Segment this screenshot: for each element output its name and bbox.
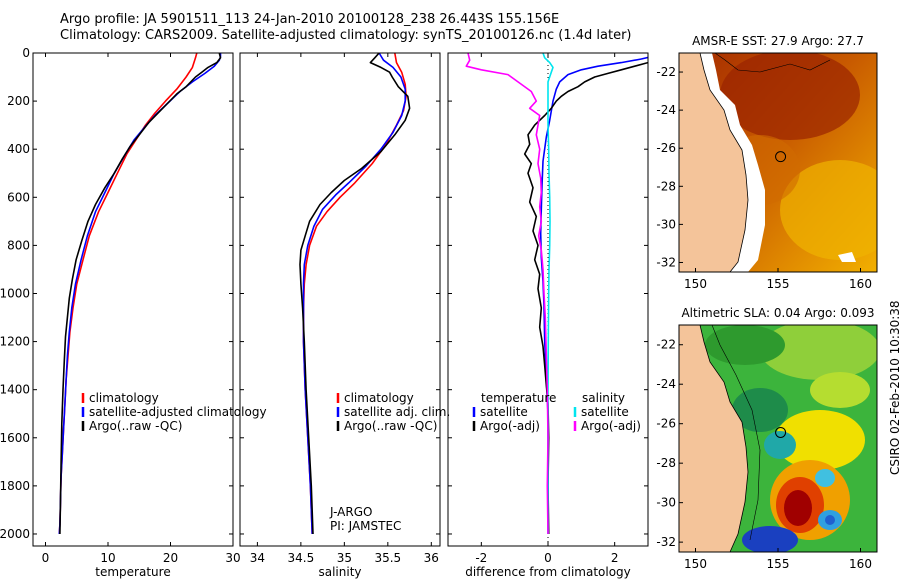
temperature-xtick-label: 20 bbox=[163, 551, 178, 565]
difference-series-temperature-argo-adj- bbox=[523, 61, 648, 535]
annotation-program: J-ARGO bbox=[329, 505, 372, 519]
sla-map bbox=[679, 325, 877, 552]
difference-temperature-legend-label: Argo(-adj) bbox=[480, 419, 540, 433]
sla_map-xtick-label: 150 bbox=[684, 557, 707, 571]
difference-series-temperature-satellite bbox=[539, 56, 648, 534]
depth-tick-label: 1000 bbox=[0, 286, 30, 300]
temperature-legend-label: climatology bbox=[89, 391, 159, 405]
salinity-xtick-label: 36 bbox=[424, 551, 439, 565]
sla_map-xtick-label: 155 bbox=[767, 557, 790, 571]
difference-xtick-label: 2 bbox=[611, 551, 619, 565]
sst_map-xtick-label: 150 bbox=[684, 277, 707, 291]
temperature-xtick-label: 0 bbox=[42, 551, 50, 565]
sst_map-title: AMSR-E SST: 27.9 Argo: 27.7 bbox=[692, 34, 864, 48]
depth-tick-label: 2000 bbox=[0, 527, 30, 541]
salinity-xtick-label: 35 bbox=[337, 551, 352, 565]
temperature-plot-area bbox=[58, 53, 222, 535]
sst_map-ytick-label: -30 bbox=[656, 217, 676, 231]
salinity-xtick-label: 34 bbox=[250, 551, 265, 565]
sst_map-xtick-label: 160 bbox=[849, 277, 872, 291]
depth-tick-label: 800 bbox=[7, 238, 30, 252]
temperature-legend-label: satellite-adjusted climatology bbox=[89, 405, 267, 419]
annotation-pi: PI: JAMSTEC bbox=[330, 519, 401, 533]
sla_map-xtick-label: 160 bbox=[849, 557, 872, 571]
temperature-frame bbox=[32, 52, 234, 547]
depth-tick-label: 400 bbox=[7, 142, 30, 156]
sla_map-ytick-label: -32 bbox=[656, 535, 676, 549]
temperature-xtick-label: 10 bbox=[100, 551, 115, 565]
sst_map-ytick-label: -26 bbox=[656, 141, 676, 155]
depth-tick-label: 1600 bbox=[0, 431, 30, 445]
salinity-axis-label: salinity bbox=[318, 565, 361, 579]
temperature-xtick-label: 30 bbox=[225, 551, 240, 565]
salinity-legend-label: Argo(..raw -QC) bbox=[344, 419, 437, 433]
difference-xtick-label: 0 bbox=[544, 551, 552, 565]
sla_map-title: Altimetric SLA: 0.04 Argo: 0.093 bbox=[681, 306, 874, 320]
sst_map-xtick-label: 155 bbox=[767, 277, 790, 291]
salinity-series-argo-raw-qc- bbox=[299, 53, 411, 535]
sst_map-ytick-label: -32 bbox=[656, 255, 676, 269]
salinity-legend-label: climatology bbox=[344, 391, 414, 405]
salinity-xtick-label: 35.5 bbox=[374, 551, 401, 565]
difference-series-salinity-satellite bbox=[542, 53, 554, 534]
difference-salinity-legend-label: Argo(-adj) bbox=[581, 419, 641, 433]
difference-xtick-label: -2 bbox=[475, 551, 487, 565]
sla_map-ytick-label: -22 bbox=[656, 338, 676, 352]
salinity-plot-area bbox=[299, 53, 411, 535]
depth-tick-label: 600 bbox=[7, 190, 30, 204]
salinity-series-satellite-adj-clim- bbox=[302, 53, 407, 535]
temperature-legend-label: Argo(..raw -QC) bbox=[89, 419, 182, 433]
sla_map-ytick-label: -26 bbox=[656, 417, 676, 431]
sst-map bbox=[679, 53, 877, 272]
temperature-series-argo-raw-qc- bbox=[59, 53, 222, 535]
difference-series-salinity-argo-adj- bbox=[465, 53, 549, 535]
depth-tick-label: 1400 bbox=[0, 383, 30, 397]
credit-label: CSIRO 02-Feb-2010 10:30:38 bbox=[888, 300, 900, 475]
sst_map-ytick-label: -28 bbox=[656, 179, 676, 193]
difference-salinity-legend-label: satellite bbox=[581, 405, 629, 419]
difference-plot-area bbox=[465, 53, 648, 546]
salinity-frame bbox=[239, 52, 441, 547]
difference-legend-header-salinity: salinity bbox=[582, 391, 625, 405]
sst_map-argo-marker bbox=[775, 151, 787, 163]
sla_map-ytick-label: -28 bbox=[656, 456, 676, 470]
figure-title-line2: Climatology: CARS2009. Satellite-adjuste… bbox=[60, 28, 632, 43]
sst_map-ytick-label: -24 bbox=[656, 103, 676, 117]
salinity-series-climatology bbox=[302, 53, 407, 535]
depth-tick-label: 0 bbox=[22, 46, 30, 60]
temperature-series-satellite-adjusted-climatology bbox=[58, 53, 222, 535]
depth-tick-label: 1800 bbox=[0, 479, 30, 493]
sla_map-ytick-label: -30 bbox=[656, 496, 676, 510]
temperature-axis-label: temperature bbox=[95, 565, 170, 579]
sla_map-argo-marker bbox=[775, 426, 787, 438]
depth-tick-label: 200 bbox=[7, 94, 30, 108]
sst_map-ytick-label: -22 bbox=[656, 65, 676, 79]
depth-tick-label: 1200 bbox=[0, 335, 30, 349]
temperature-series-climatology bbox=[58, 53, 198, 535]
difference-temperature-legend-label: satellite bbox=[480, 405, 528, 419]
difference-axis-label: difference from climatology bbox=[465, 565, 631, 579]
salinity-xtick-label: 34.5 bbox=[288, 551, 315, 565]
sla_map-ytick-label: -24 bbox=[656, 377, 676, 391]
difference-legend-header-temperature: temperature bbox=[481, 391, 556, 405]
figure-title-line1: Argo profile: JA 5901511_113 24-Jan-2010… bbox=[60, 12, 560, 27]
salinity-legend-label: satellite adj. clim. bbox=[344, 405, 450, 419]
